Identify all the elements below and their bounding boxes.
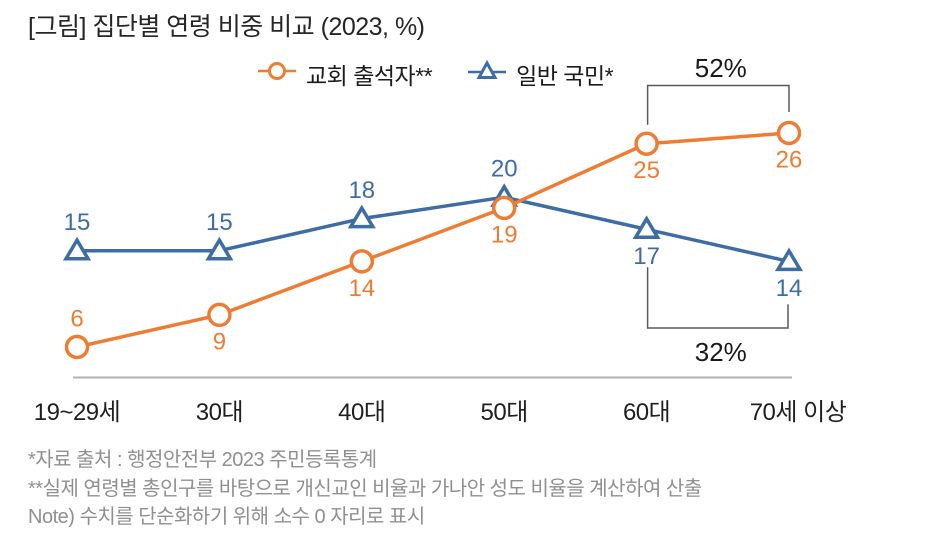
x-axis-label: 50대 [481,399,528,426]
series-line-general-public [75,195,791,264]
data-point-label: 9 [213,328,226,355]
data-point-marker-circle [634,131,659,156]
x-axis-label: 40대 [338,399,385,426]
data-point-marker-circle [491,195,517,221]
data-point-marker-triangle [62,236,92,261]
bracket-above [646,84,790,125]
x-axis-label: 30대 [196,399,243,426]
legend-label-general-public: 일반 국민* [516,62,614,89]
data-point-label: 15 [64,209,91,236]
data-point-marker-triangle [632,215,661,240]
circle-marker-icon [256,56,298,91]
footnote-method: **실제 연령별 총인구를 바탕으로 개신교인 비율과 가나안 성도 비율을 계… [28,477,702,500]
data-point-label: 26 [776,147,803,174]
data-point-marker-circle [349,249,375,274]
data-point-label: 17 [633,243,660,270]
data-point-label: 14 [776,275,803,302]
data-point-marker-circle [776,120,802,146]
data-point-marker-circle [207,302,232,328]
triangle-marker-icon [466,56,508,91]
data-point-marker-triangle [774,247,804,272]
data-point-label: 19 [491,221,518,248]
legend: 교회 출석자** 일반 국민* [256,56,614,91]
footnotes: *자료 출처 : 행정안전부 2023 주민등록통계 **실제 연령별 총인구를… [28,446,702,532]
data-point-marker-circle [64,334,90,360]
x-axis-label: 19~29세 [34,399,121,426]
x-axis-label: 70세 이상 [750,399,847,426]
data-point-label: 18 [348,177,375,204]
figure-title: [그림] 집단별 연령 비중 비교 (2023, %) [28,13,425,41]
legend-item-church-attendees: 교회 출석자** [256,56,433,91]
footnote-source: *자료 출처 : 행정안전부 2023 주민등록통계 [28,449,377,471]
footnote-rounding: Note) 수치를 단순화하기 위해 소수 0 자리로 표시 [28,506,425,528]
x-axis-label: 60대 [623,399,670,426]
bracket-label: 52% [695,53,747,83]
bracket-below [646,267,789,329]
data-point-label: 15 [206,209,233,236]
series-line-church-attendees [75,131,791,349]
data-point-marker-triangle [205,236,234,261]
legend-label-church-attendees: 교회 출석자** [306,62,433,89]
data-point-marker-triangle [347,204,376,229]
bracket-label: 32% [695,337,747,367]
data-point-label: 6 [70,306,83,333]
data-point-label: 14 [348,275,375,302]
data-point-label: 20 [491,156,518,183]
data-point-label: 25 [633,157,660,184]
legend-item-general-public: 일반 국민* [466,56,614,91]
